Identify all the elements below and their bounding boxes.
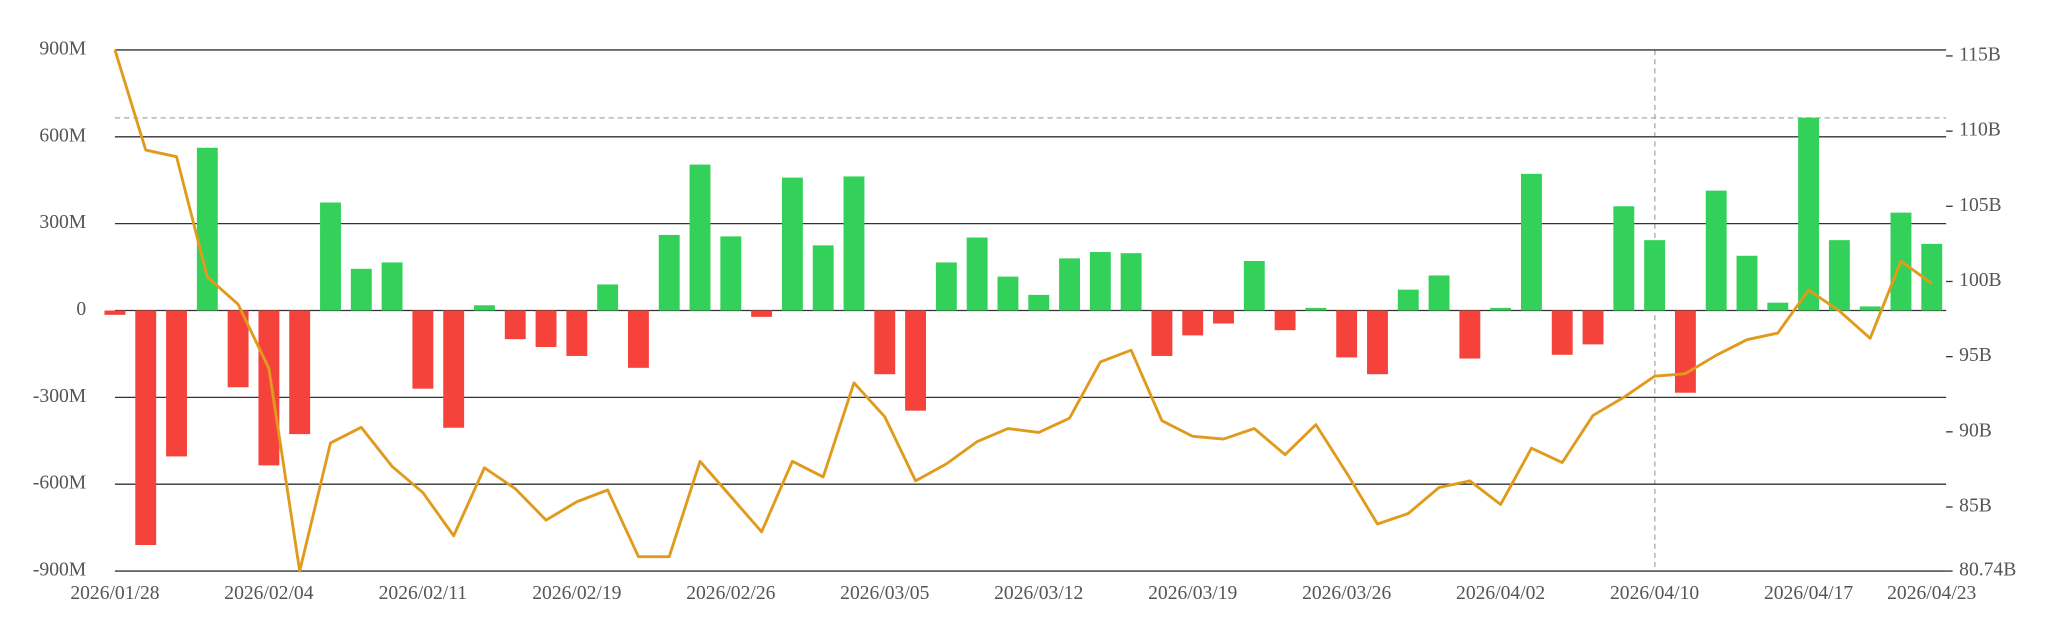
bar: [1336, 310, 1358, 358]
bar: [1182, 310, 1204, 336]
bar: [350, 268, 372, 311]
bar: [1213, 310, 1234, 324]
bar: [1674, 310, 1696, 393]
bar: [1274, 310, 1296, 331]
x-tick-label: 2026/04/17: [1764, 583, 1853, 604]
bar: [1151, 310, 1173, 356]
x-tick-label: 2026/02/26: [686, 583, 775, 604]
bar: [412, 310, 434, 389]
y2-tick-label: 90B: [1959, 420, 1992, 441]
bar: [289, 310, 311, 435]
bar: [843, 176, 865, 311]
bar: [1459, 310, 1481, 359]
bar: [258, 310, 280, 466]
line: [113, 49, 1933, 573]
bar: [1305, 307, 1327, 311]
y-tick-label: -300M: [33, 386, 86, 407]
x-tick-label: 2026/04/10: [1610, 583, 1699, 604]
x-tick-label: 2026/02/11: [379, 583, 467, 604]
bar: [597, 284, 619, 311]
x-tick-label: 2026/03/19: [1148, 583, 1237, 604]
bar: [627, 310, 649, 368]
bar: [1397, 289, 1419, 311]
y2-tick-label: 105B: [1959, 195, 2001, 216]
y-tick-label: -900M: [33, 560, 86, 581]
y-tick-label: 0: [76, 299, 86, 320]
x-tick-label: 2026/02/19: [532, 583, 621, 604]
y-tick-label: 300M: [39, 212, 86, 233]
bar: [1828, 240, 1850, 311]
y-tick-label: 600M: [39, 125, 86, 146]
x-tick-label: 2026/03/05: [840, 583, 929, 604]
bar: [812, 245, 834, 311]
bar: [720, 236, 742, 311]
y2-tick-label: 110B: [1959, 120, 2001, 141]
bar: [1490, 307, 1512, 311]
bar: [1613, 206, 1635, 311]
bar: [1243, 260, 1265, 311]
bar: [1367, 310, 1388, 375]
x-tick-label: 2026/03/26: [1302, 583, 1391, 604]
bar: [196, 147, 218, 311]
bar: [905, 310, 927, 411]
bar: [1736, 255, 1758, 311]
bar: [1582, 310, 1604, 345]
bar: [1551, 310, 1573, 355]
bar: [1059, 258, 1080, 311]
bar: [1767, 302, 1789, 311]
bar: [1798, 117, 1820, 311]
bar: [1428, 275, 1450, 311]
bar: [1120, 253, 1142, 311]
bar: [566, 310, 588, 356]
bar: [1859, 306, 1881, 311]
bar: [1028, 294, 1050, 311]
bar: [474, 305, 495, 311]
y2-tick-label: 100B: [1959, 270, 2001, 291]
bar: [874, 310, 896, 375]
x-tick-label: 2026/01/28: [70, 583, 159, 604]
y-tick-label: 900M: [39, 38, 86, 59]
bar: [689, 164, 711, 311]
bar: [997, 276, 1019, 311]
bar: [1705, 190, 1727, 311]
bar: [166, 310, 187, 457]
bar: [504, 310, 526, 340]
x-tick-label: 2026/02/04: [224, 583, 313, 604]
y2-tick-label: 85B: [1959, 496, 1992, 517]
x-tick-label: 2026/04/02: [1456, 583, 1545, 604]
bar: [535, 310, 557, 347]
bar: [1520, 173, 1542, 311]
bar: [443, 310, 465, 428]
y-tick-label: -600M: [33, 473, 86, 494]
bar: [935, 262, 957, 311]
x-tick-label: 2026/03/12: [994, 583, 1083, 604]
bar: [1089, 252, 1111, 311]
bar: [966, 237, 988, 311]
bar: [320, 202, 341, 311]
bar: [781, 177, 803, 311]
y2-tick-label: 115B: [1959, 44, 2001, 65]
y2-tick-label: 80.74B: [1959, 560, 2016, 581]
y2-tick-label: 95B: [1959, 345, 1992, 366]
bar: [381, 262, 403, 311]
bar: [135, 310, 157, 546]
bar: [751, 310, 773, 317]
bar: [1921, 243, 1943, 311]
bar: [104, 310, 126, 315]
x-tick-label: 2026/04/23: [1887, 583, 1976, 604]
bar: [1644, 240, 1666, 311]
bar: [658, 234, 680, 311]
bar: [227, 310, 249, 388]
